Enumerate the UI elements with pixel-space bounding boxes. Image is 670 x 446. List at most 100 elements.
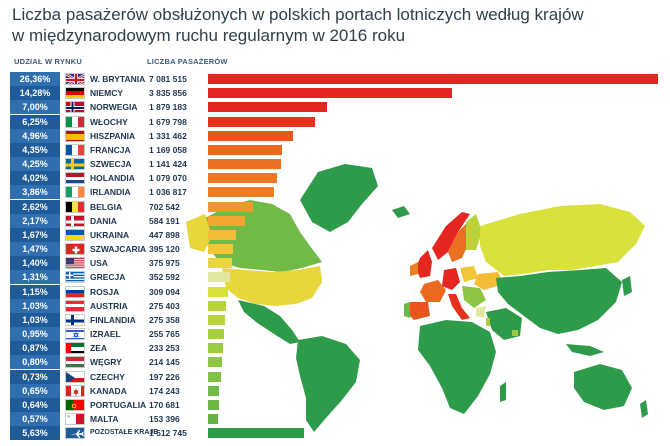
country-label: UKRAINA xyxy=(90,229,130,240)
bar xyxy=(208,144,283,155)
value-label: 3 835 856 xyxy=(149,88,187,99)
value-label: 1 331 462 xyxy=(149,130,187,141)
bar xyxy=(208,258,232,269)
bar xyxy=(208,187,274,198)
map-norway xyxy=(432,212,470,260)
passengers-column-header: LICZBA PASAŻERÓW xyxy=(147,57,228,66)
airplane-icon xyxy=(65,427,85,440)
bar-row-finlandia: 1,03% FINLANDIA 275 358 xyxy=(10,312,655,327)
finland-flag-icon xyxy=(65,313,85,326)
portugal-flag-icon xyxy=(65,398,85,411)
country-label: USA xyxy=(90,258,108,269)
chart-title-line-1: Liczba pasażerów obsłużonych w polskich … xyxy=(12,5,584,24)
map-new-zealand xyxy=(640,400,648,418)
value-label: 1 141 424 xyxy=(149,159,187,170)
share-label: 1,47% xyxy=(10,242,60,257)
value-label: 1 169 058 xyxy=(149,144,187,155)
value-label: 1 036 817 xyxy=(149,187,187,198)
bar-row-kanada: 0,65% KANADA 174 243 xyxy=(10,383,655,398)
belgium-flag-icon xyxy=(65,200,85,213)
value-label: 309 094 xyxy=(149,286,180,297)
bar xyxy=(208,300,226,311)
share-label: 2,62% xyxy=(10,199,60,214)
value-label: 275 358 xyxy=(149,314,180,325)
bar-row-zea: 0,87% ZEA 233 253 xyxy=(10,341,655,356)
country-label: WŁOCHY xyxy=(90,116,128,127)
map-germany xyxy=(442,268,460,290)
bar-row-w-brytania: 26,36% W. BRYTANIA 7 081 515 xyxy=(10,72,658,86)
value-label: 1 879 183 xyxy=(149,102,187,113)
value-label: 352 592 xyxy=(149,272,180,283)
bar xyxy=(208,385,220,396)
usa-flag-icon xyxy=(65,257,85,270)
malta-flag-icon xyxy=(65,413,85,426)
value-label: 447 898 xyxy=(149,229,180,240)
value-label: 584 191 xyxy=(149,215,180,226)
bar-row-szwecja: 4,25% SZWECJA 1 141 424 xyxy=(10,157,655,172)
bar xyxy=(208,329,225,340)
share-label: 4,96% xyxy=(10,128,60,143)
denmark-flag-icon xyxy=(65,214,85,227)
share-label: 0,64% xyxy=(10,397,60,412)
bar xyxy=(208,116,315,127)
country-label: NIEMCY xyxy=(90,88,124,99)
country-label: SZWECJA xyxy=(90,159,132,170)
value-label: 197 226 xyxy=(149,371,180,382)
bar-row-irlandia: 3,86% IRLANDIA 1 036 817 xyxy=(10,185,655,200)
map-poland xyxy=(460,266,478,282)
map-finland xyxy=(466,214,482,250)
value-label: 1 512 745 xyxy=(149,428,187,439)
country-label: WĘGRY xyxy=(90,357,122,368)
canada-flag-icon xyxy=(65,384,85,397)
value-label: 214 145 xyxy=(149,357,180,368)
bar-row-dania: 2,17% DANIA 584 191 xyxy=(10,213,655,228)
map-israel xyxy=(486,318,490,326)
bar-row-wlochy: 6,25% WŁOCHY 1 679 798 xyxy=(10,114,655,129)
country-label: GRECJA xyxy=(90,272,126,283)
spain-flag-icon xyxy=(65,129,85,142)
bar xyxy=(208,88,452,99)
bar xyxy=(208,428,305,439)
bar xyxy=(208,272,231,283)
bar-row-grecja: 1,31% GRECJA 352 592 xyxy=(10,270,655,285)
bar-row-portugalia: 0,64% PORTUGALIA 170 681 xyxy=(10,397,655,412)
country-label: POZOSTAŁE KRAJE xyxy=(90,429,158,437)
bar xyxy=(208,130,293,141)
switzerland-flag-icon xyxy=(65,243,85,256)
map-portugal xyxy=(404,302,410,318)
value-label: 702 542 xyxy=(149,201,180,212)
country-label: AUSTRIA xyxy=(90,300,128,311)
value-label: 1 079 070 xyxy=(149,173,187,184)
map-spain xyxy=(406,302,430,320)
value-label: 275 403 xyxy=(149,300,180,311)
bar xyxy=(208,102,328,113)
bar-row-szwajcaria: 1,47% SZWAJCARIA 395 120 xyxy=(10,242,655,257)
map-madagascar xyxy=(500,382,506,402)
share-column-header: UDZIAŁ W RYNKU xyxy=(14,57,82,66)
bar-row-rosja: 1,15% ROSJA 309 094 xyxy=(10,284,655,299)
bar xyxy=(208,399,219,410)
map-asia xyxy=(496,268,622,334)
austria-flag-icon xyxy=(65,299,85,312)
country-label: FINLANDIA xyxy=(90,314,136,325)
value-label: 375 975 xyxy=(149,258,180,269)
hungary-flag-icon xyxy=(65,356,85,369)
country-label: HISZPANIA xyxy=(90,130,136,141)
bar-row-austria: 1,03% AUSTRIA 275 403 xyxy=(10,298,655,313)
bar-row-niemcy: 14,28% NIEMCY 3 835 856 xyxy=(10,86,655,101)
bar-row-usa: 1,40% USA 375 975 xyxy=(10,256,655,271)
country-label: ZEA xyxy=(90,343,107,354)
bar-row-holandia: 4,02% HOLANDIA 1 079 070 xyxy=(10,171,655,186)
russia-flag-icon xyxy=(65,285,85,298)
netherlands-flag-icon xyxy=(65,172,85,185)
country-label: KANADA xyxy=(90,385,127,396)
share-label: 1,15% xyxy=(10,284,60,299)
country-label: ROSJA xyxy=(90,286,120,297)
map-africa xyxy=(418,320,496,414)
share-label: 0,57% xyxy=(10,412,60,427)
share-label: 1,31% xyxy=(10,270,60,285)
ukraine-flag-icon xyxy=(65,228,85,241)
share-label: 0,73% xyxy=(10,369,60,384)
share-label: 0,65% xyxy=(10,383,60,398)
